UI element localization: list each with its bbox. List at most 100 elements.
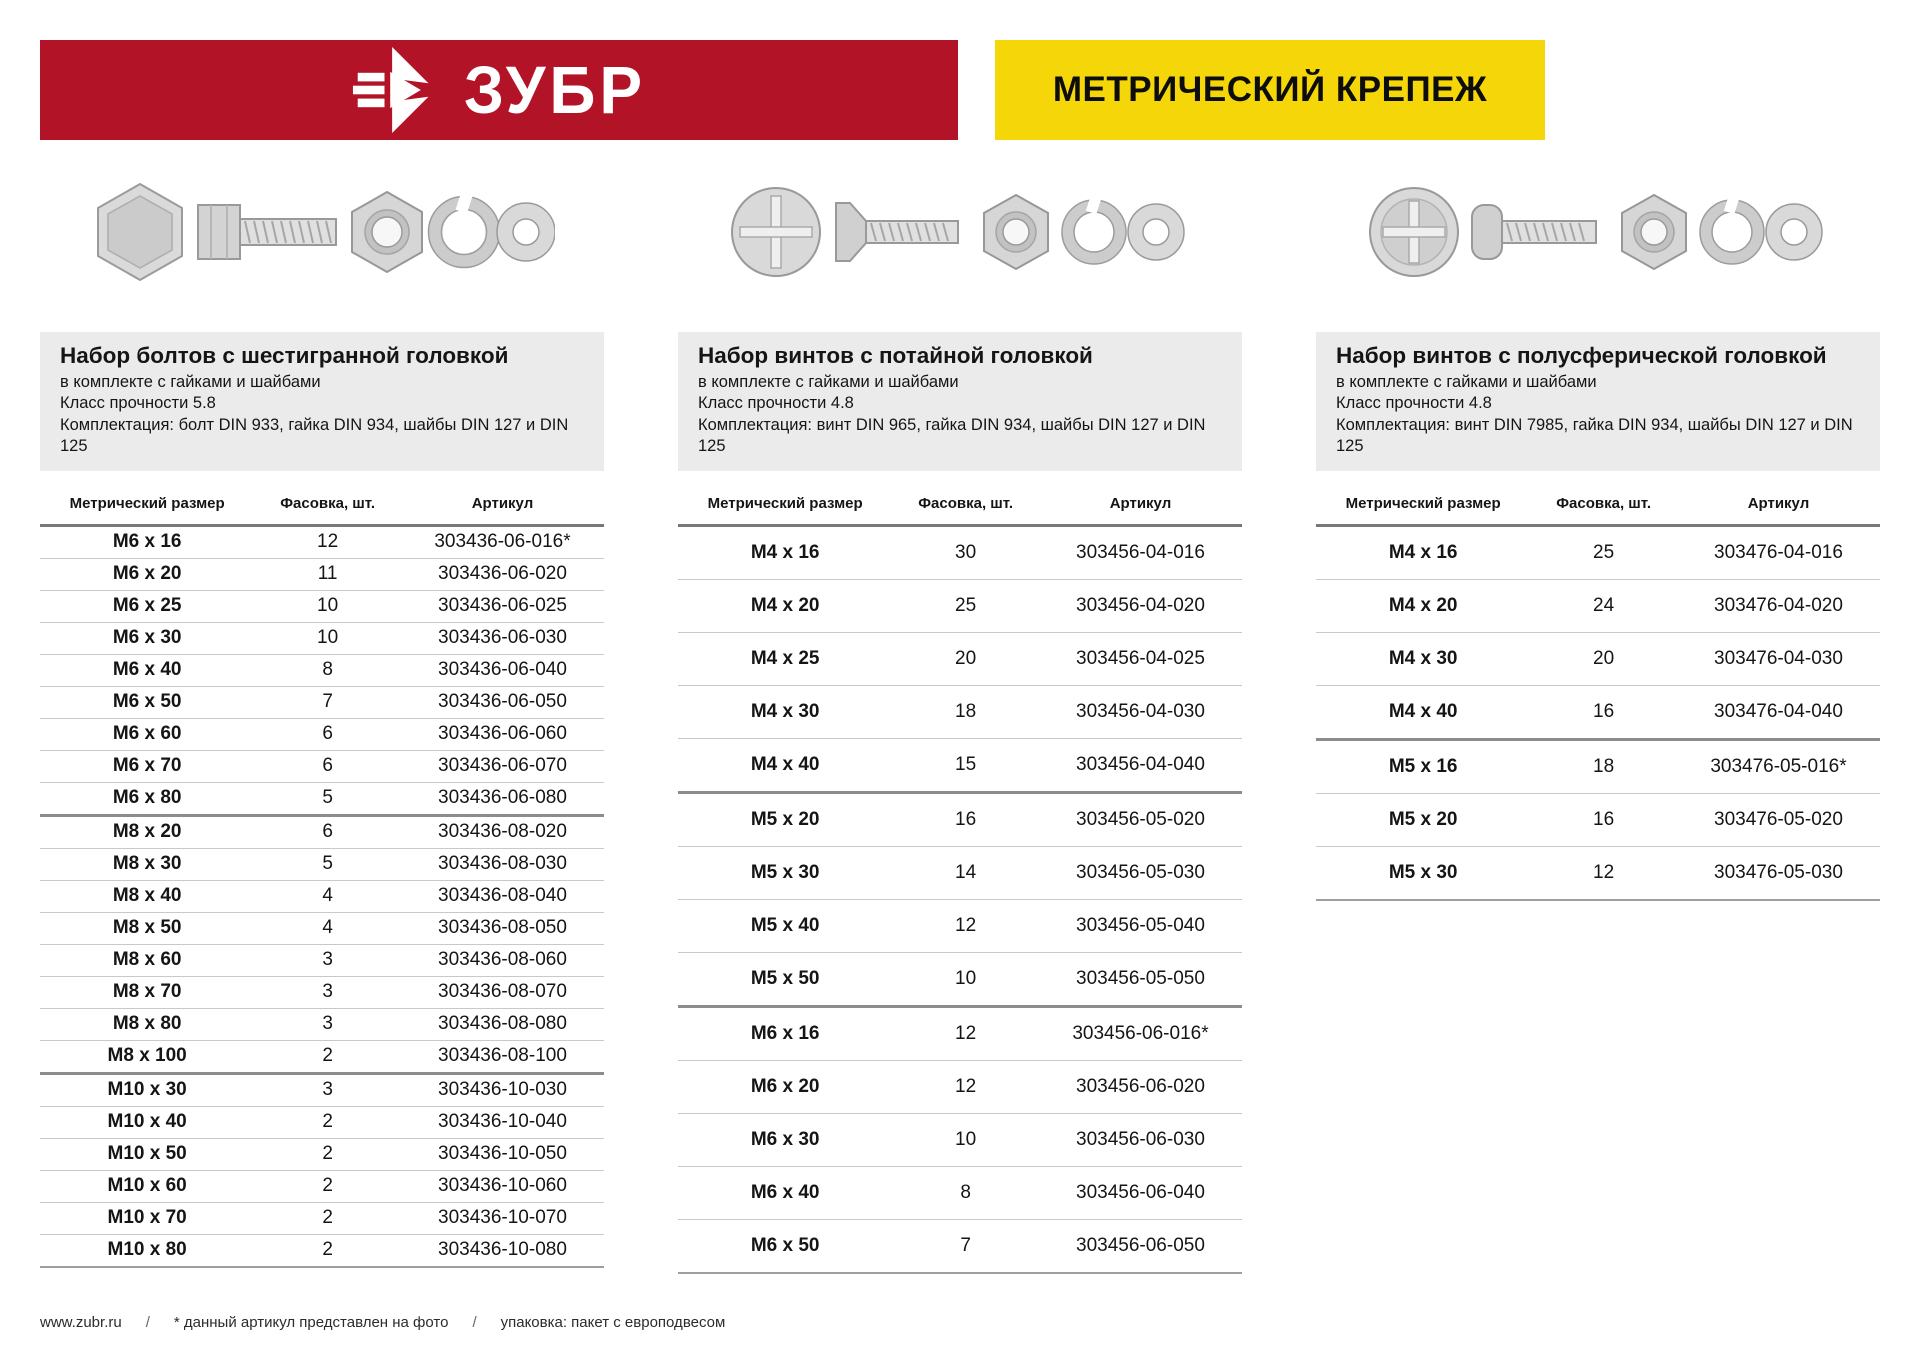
cell-sku: 303436-08-040 (400, 879, 604, 913)
cell-size: M10 x 30 (40, 1071, 255, 1107)
section-strength: Класс прочности 4.8 (698, 394, 854, 413)
cell-sku: 303436-08-030 (400, 847, 604, 881)
footer-note-photo: * данный артикул представлен на фото (173, 1314, 449, 1331)
cell-sku: 303476-05-020 (1676, 792, 1880, 847)
table-row: M4 x 40 16 303476-04-040 (1316, 684, 1880, 740)
page-header: ЗУБР МЕТРИЧЕСКИЙ КРЕПЕЖ (40, 40, 1880, 140)
product-photo-countersunk-screw-set (678, 156, 1242, 308)
table-row: M6 x 30 10 303436-06-030 (40, 621, 604, 655)
cell-size: M4 x 40 (1316, 684, 1531, 740)
cell-pack: 3 (254, 975, 401, 1009)
cell-size: M6 x 30 (40, 621, 255, 655)
cell-pack: 14 (892, 845, 1039, 900)
cell-pack: 5 (254, 847, 401, 881)
cell-sku: 303476-05-030 (1676, 845, 1880, 901)
cell-pack: 2 (254, 1169, 401, 1203)
cell-sku: 303476-04-030 (1676, 631, 1880, 686)
column-header-pack: Фасовка, шт. (1530, 479, 1677, 527)
cell-pack: 25 (1593, 541, 1615, 563)
cell-sku: 303456-06-020 (1038, 1059, 1242, 1114)
table-row: M4 x 40 15 303456-04-040 (678, 737, 1242, 793)
cell-sku: 303436-06-050 (400, 685, 604, 719)
cell-pack: 3 (254, 1007, 401, 1041)
cell-size: M5 x 30 (1316, 845, 1531, 901)
section-contents: Комплектация: винт DIN 965, гайка DIN 93… (698, 415, 1206, 456)
cell-size: M5 x 30 (678, 845, 893, 900)
cell-sku: 303456-06-030 (1038, 1112, 1242, 1167)
cell-pack: 6 (254, 717, 401, 751)
cell-sku: 303456-04-025 (1038, 631, 1242, 686)
cell-size: M6 x 20 (40, 557, 255, 591)
table-row: M6 x 60 6 303436-06-060 (40, 717, 604, 751)
cell-sku: 303436-10-080 (400, 1233, 604, 1268)
cell-pack: 2 (254, 1201, 401, 1235)
cell-size: M5 x 20 (1316, 792, 1531, 847)
table-row: M8 x 60 3 303436-08-060 (40, 943, 604, 977)
cell-pack: 16 (892, 790, 1039, 847)
cell-sku: 303436-10-030 (400, 1071, 604, 1107)
column-header-sku: Артикул (1038, 479, 1242, 527)
table-row: M10 x 50 2 303436-10-050 (40, 1137, 604, 1171)
cell-size: M5 x 16 (1316, 737, 1531, 794)
cell-size: M6 x 70 (40, 749, 255, 783)
section-countersunk-screws: Набор винтов с потайной головкой в компл… (678, 140, 1242, 1274)
site-link[interactable]: www.zubr.ru (40, 1314, 122, 1331)
table-header-row: Метрический размер Фасовка, шт. Артикул (1316, 479, 1880, 527)
page-footer: www.zubr.ru / * данный артикул представл… (40, 1314, 1880, 1331)
cell-size: M4 x 30 (678, 684, 893, 739)
cell-pack: 7 (892, 1218, 1039, 1274)
cell-pack: 12 (892, 898, 1039, 953)
cell-pack: 25 (892, 578, 1039, 633)
cell-pack: 24 (1530, 578, 1677, 633)
table-row: M8 x 30 5 303436-08-030 (40, 847, 604, 881)
cell-sku: 303476-04-040 (1676, 684, 1880, 740)
table-row: M5 x 30 14 303456-05-030 (678, 845, 1242, 900)
table-row: M10 x 80 2 303436-10-080 (40, 1233, 604, 1268)
cell-size: M4 x 16 (750, 541, 820, 563)
cell-pack: 4 (254, 879, 401, 913)
footer-note-pack: упаковка: пакет с европодвесом (500, 1314, 726, 1331)
table-row: M5 x 30 12 303476-05-030 (1316, 845, 1880, 901)
cell-sku: 303456-06-050 (1038, 1218, 1242, 1274)
cell-sku: 303456-04-040 (1038, 737, 1242, 793)
cell-sku: 303436-06-070 (400, 749, 604, 783)
table-row: M6 x 25 10 303436-06-025 (40, 589, 604, 623)
column-header-sku: Артикул (1676, 479, 1880, 527)
table-row: M6 x 16 12 303436-06-016* (40, 525, 604, 558)
table-row: M5 x 16 18 303476-05-016* (1316, 737, 1880, 794)
cell-size: M6 x 40 (678, 1165, 893, 1220)
panhead-screw-set-image (1368, 187, 1823, 277)
cell-size: M6 x 30 (678, 1112, 893, 1167)
cell-size: M6 x 60 (40, 717, 255, 751)
cell-pack: 20 (892, 631, 1039, 686)
table-row: M8 x 20 6 303436-08-020 (40, 813, 604, 849)
table-row: M6 x 50 7 303436-06-050 (40, 685, 604, 719)
cell-sku: 303436-06-030 (400, 621, 604, 655)
cell-sku: 303436-08-050 (400, 911, 604, 945)
cell-sku: 303436-10-070 (400, 1201, 604, 1235)
cell-size: M10 x 60 (40, 1169, 255, 1203)
column-header-pack: Фасовка, шт. (892, 479, 1039, 527)
table-row: M5 x 20 16 303456-05-020 (678, 790, 1242, 847)
cell-sku: 303456-05-040 (1038, 898, 1242, 953)
cell-pack: 10 (254, 621, 401, 655)
cell-sku: 303436-06-080 (400, 781, 604, 816)
hex-bolt-set-image (96, 182, 555, 282)
cell-sku: 303476-04-016 (1714, 541, 1843, 563)
column-header-pack: Фасовка, шт. (254, 479, 401, 527)
section-title: Набор винтов с потайной головкой (698, 343, 1093, 368)
cell-sku: 303456-04-020 (1038, 578, 1242, 633)
cell-sku: 303436-06-025 (400, 589, 604, 623)
table-row: M4 x 20 24 303476-04-020 (1316, 578, 1880, 633)
product-photo-panhead-screw-set (1316, 156, 1880, 308)
cell-size: M8 x 50 (40, 911, 255, 945)
cell-sku: 303476-05-016* (1676, 737, 1880, 794)
table-row: M8 x 100 2 303436-08-100 (40, 1039, 604, 1074)
table-header-row: Метрический размер Фасовка, шт. Артикул (678, 479, 1242, 527)
products-table: Метрический размер Фасовка, шт. Артикул … (1316, 479, 1880, 901)
cell-sku: 303436-08-060 (400, 943, 604, 977)
cell-sku: 303476-04-020 (1676, 578, 1880, 633)
cell-size: M8 x 30 (40, 847, 255, 881)
section-strength: Класс прочности 4.8 (1336, 394, 1492, 413)
column-header-size: Метрический размер (1316, 479, 1531, 527)
